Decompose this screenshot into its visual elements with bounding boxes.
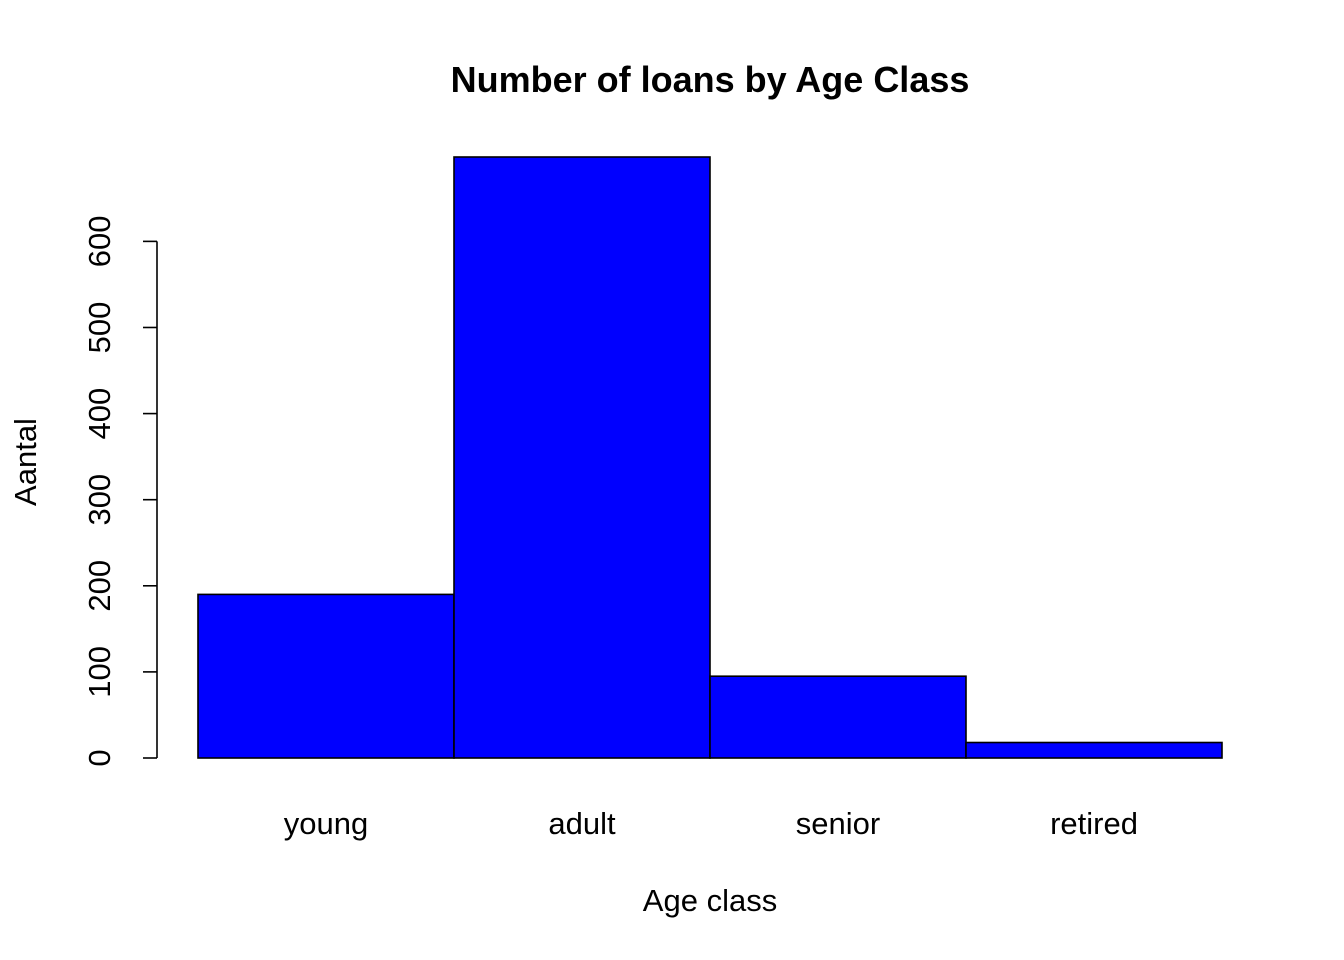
y-tick-label: 500: [82, 302, 117, 354]
bar-senior: [709, 675, 967, 759]
y-axis-label: Aantal: [8, 418, 43, 506]
y-tick-label: 0: [82, 749, 117, 766]
category-label-young: young: [284, 806, 368, 841]
category-labels: young adult senior retired: [284, 806, 1138, 841]
y-tick-label: 300: [82, 474, 117, 526]
y-tick-label: 100: [82, 646, 117, 698]
y-tick-label: 400: [82, 388, 117, 440]
category-label-retired: retired: [1050, 806, 1138, 841]
x-axis-label: Age class: [643, 883, 777, 918]
y-tick-label: 600: [82, 216, 117, 268]
category-label-adult: adult: [548, 806, 616, 841]
bar-adult: [453, 156, 711, 759]
bar-young: [197, 593, 455, 759]
y-tick-label: 200: [82, 560, 117, 612]
y-axis: 0 100 200 300 400 500 600: [82, 216, 158, 767]
bar-retired: [965, 741, 1223, 759]
chart-title: Number of loans by Age Class: [451, 59, 970, 100]
category-label-senior: senior: [796, 806, 880, 841]
bars-group: [197, 156, 1223, 759]
